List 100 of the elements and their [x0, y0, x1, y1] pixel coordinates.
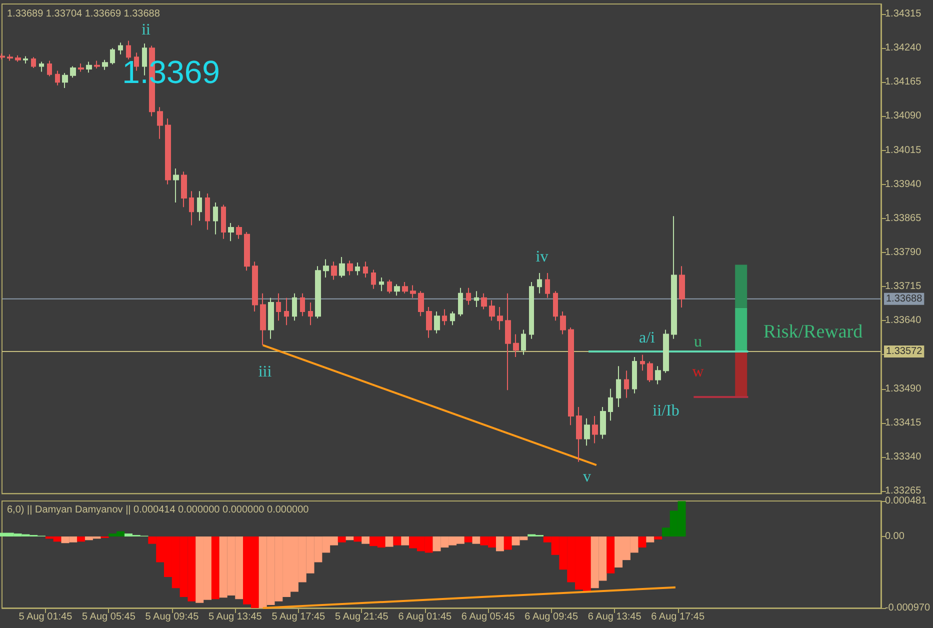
candlestick: [663, 329, 669, 374]
candlestick: [568, 326, 574, 426]
y-tick-label: 1.33715: [885, 281, 922, 292]
bar: [606, 536, 615, 574]
x-tick-label: 5 Aug 09:45: [145, 612, 200, 622]
candlestick: [292, 292, 297, 322]
candlestick: [47, 60, 52, 77]
y-tick-label: 1.33865: [885, 212, 922, 224]
bar: [77, 536, 86, 542]
bar: [362, 536, 370, 544]
candlestick: [442, 308, 447, 326]
candlestick: [70, 66, 76, 78]
candlestick: [513, 334, 519, 358]
bar: [496, 536, 504, 552]
x-tick-label: 6 Aug 01:45: [398, 612, 452, 622]
bar: [211, 536, 220, 600]
candlestick: [624, 370, 629, 398]
candlestick: [371, 269, 376, 290]
x-tick-label: 6 Aug 05:45: [461, 612, 516, 622]
candlestick: [102, 59, 108, 70]
candlestick: [387, 279, 392, 294]
y-tick-label: 1.33415: [885, 417, 922, 428]
y-tick-label: 1.34015: [885, 144, 922, 156]
x-tick-label: 5 Aug 21:45: [334, 612, 389, 622]
bar: [638, 536, 646, 548]
annotation: iii: [258, 364, 272, 380]
candlestick: [157, 106, 163, 140]
candlestick: [78, 63, 84, 72]
y-tick-label: 1.33490: [885, 383, 922, 394]
candlestick: [94, 60, 100, 70]
candlestick: [450, 311, 455, 326]
bar: [464, 536, 472, 542]
candlestick: [62, 72, 68, 89]
candlestick: [363, 261, 368, 278]
x-tick-label: 6 Aug 13:45: [588, 612, 642, 622]
candlestick: [236, 224, 242, 240]
candlestick: [331, 261, 337, 280]
bar: [472, 536, 480, 544]
bar: [735, 264, 748, 308]
candlestick: [466, 287, 471, 306]
candlestick: [600, 406, 606, 440]
candlestick: [23, 56, 28, 64]
candlestick: [276, 292, 281, 322]
candlestick: [616, 366, 621, 408]
y-tick-label: 1.34090: [885, 110, 922, 122]
y-tick-label: 0.000481: [884, 496, 928, 506]
candlestick: [189, 190, 194, 226]
candlestick: [0, 53, 5, 60]
candlestick: [553, 290, 558, 322]
candlestick: [221, 204, 226, 240]
candlestick: [576, 406, 582, 462]
candlestick: [15, 54, 21, 62]
candlestick: [268, 297, 274, 340]
y-tick-label: 0.00: [884, 530, 905, 542]
x-tick-label: 5 Aug 01:45: [18, 612, 73, 622]
candlestick: [655, 366, 661, 385]
candlestick: [379, 276, 384, 292]
candlestick: [315, 266, 321, 319]
candlestick: [608, 388, 613, 422]
chart-title: 6,0) || Damyan Damyanov || 0.000414 0.000000 0.000000 0.000000: [7, 504, 310, 516]
annotation: ii/Ib: [652, 402, 680, 420]
candlestick: [394, 284, 400, 296]
ref-line-label: 1.33688: [886, 293, 923, 304]
candlestick: [165, 118, 171, 185]
candlestick: [197, 190, 202, 222]
bar: [646, 536, 654, 542]
candlestick: [640, 354, 645, 372]
candlestick: [244, 232, 250, 272]
candlestick: [173, 168, 179, 204]
candlestick: [410, 284, 416, 298]
candlestick: [521, 329, 526, 356]
candlestick: [632, 356, 637, 394]
annotation: Risk/Reward: [763, 322, 864, 342]
candlestick: [537, 272, 542, 294]
candlestick: [418, 290, 424, 317]
candlestick: [118, 42, 123, 55]
candlestick: [228, 222, 234, 242]
y-tick-label: 1.33940: [885, 178, 922, 190]
annotation: a/i: [639, 330, 656, 346]
candlestick: [545, 272, 550, 298]
candlestick: [560, 311, 566, 335]
candlestick: [434, 311, 440, 334]
y-tick-label: 1.33340: [885, 451, 922, 462]
candlestick: [481, 292, 487, 310]
ref-line-label: 1.33572: [886, 346, 923, 358]
annotation: v: [583, 468, 591, 486]
candlestick: [584, 418, 590, 446]
candlestick: [505, 292, 511, 391]
candlestick: [300, 292, 305, 317]
candlestick: [308, 302, 313, 326]
candlestick: [31, 56, 36, 69]
y-tick-label: 1.33265: [885, 486, 922, 496]
candlestick: [474, 290, 479, 308]
candlestick: [213, 202, 218, 235]
y-tick-label: 1.34315: [885, 8, 922, 20]
bar: [401, 536, 410, 546]
bar: [393, 536, 402, 546]
candlestick: [458, 287, 463, 317]
annotation: ii: [142, 22, 151, 38]
bar: [385, 536, 394, 547]
